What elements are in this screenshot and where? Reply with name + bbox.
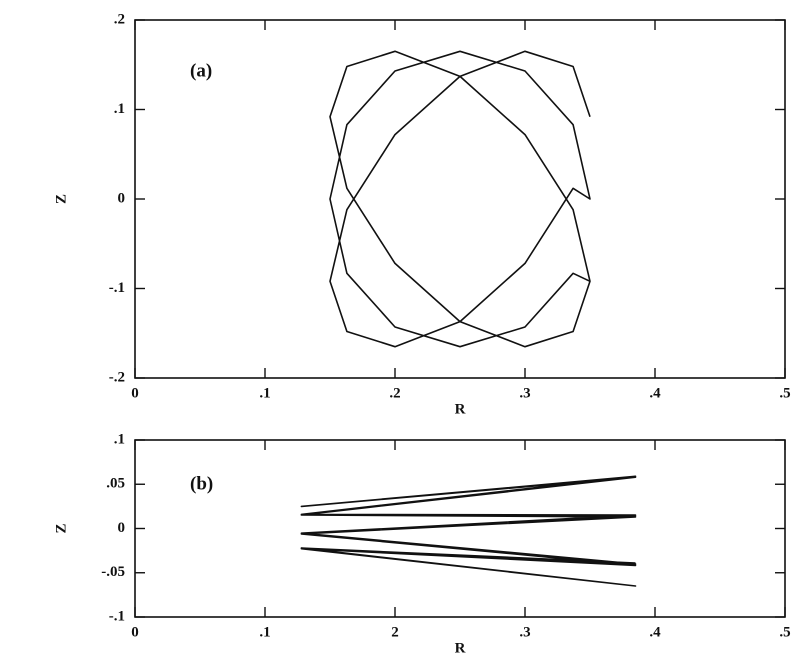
x-tick-label: 0 xyxy=(131,624,139,640)
panel-label: (a) xyxy=(190,60,212,81)
x-tick-label: .5 xyxy=(779,624,790,640)
plot-frame xyxy=(134,19,786,379)
panel-label: (b) xyxy=(190,473,213,494)
y-tick-label: .1 xyxy=(114,101,125,117)
y-tick-label: -.1 xyxy=(109,280,125,296)
x-tick-label: .1 xyxy=(259,385,270,401)
y-tick-label: .2 xyxy=(114,11,125,27)
y-tick-label: -.05 xyxy=(101,564,125,580)
x-tick-label: 2 xyxy=(391,624,399,640)
y-tick-label: -.1 xyxy=(109,608,125,624)
x-axis-label: R xyxy=(455,640,466,656)
orbit-line xyxy=(300,475,637,587)
x-tick-label: 0 xyxy=(131,385,139,401)
plot-frame xyxy=(134,439,786,618)
y-tick-label: 0 xyxy=(118,520,126,536)
x-tick-label: .4 xyxy=(649,385,661,401)
y-axis-label: Z xyxy=(53,523,69,533)
y-axis-label: Z xyxy=(53,194,69,204)
y-tick-label: 0 xyxy=(118,190,126,206)
x-tick-label: .3 xyxy=(519,385,530,401)
x-axis-label: R xyxy=(455,401,466,417)
orbit-line xyxy=(329,50,591,348)
x-tick-label: .2 xyxy=(389,385,400,401)
x-tick-label: .1 xyxy=(259,624,270,640)
x-tick-label: .4 xyxy=(649,624,661,640)
x-tick-label: .3 xyxy=(519,624,530,640)
y-tick-label: -.2 xyxy=(109,369,125,385)
y-tick-label: .1 xyxy=(114,431,125,447)
y-tick-label: .05 xyxy=(106,476,125,492)
x-tick-label: .5 xyxy=(779,385,790,401)
